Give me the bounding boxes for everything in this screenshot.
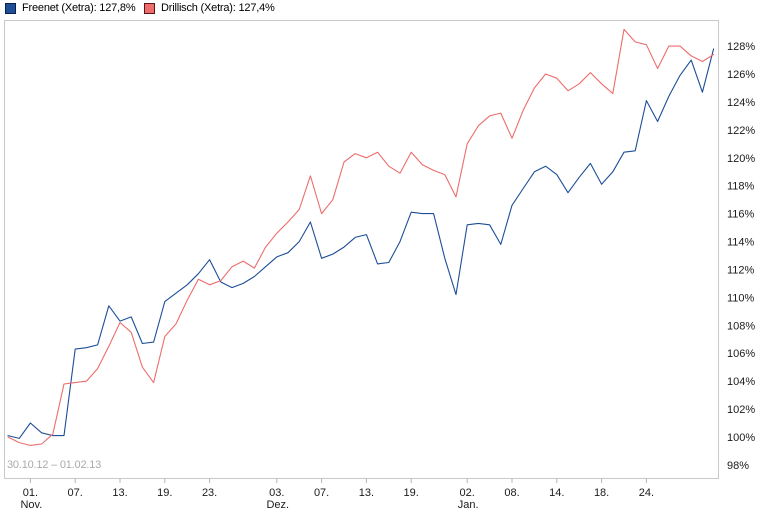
x-axis-label: 19.: [157, 487, 172, 499]
y-axis-label: 112%: [727, 264, 755, 276]
x-axis-label: 03.: [269, 487, 284, 499]
x-axis-label: 02.: [460, 487, 475, 499]
freenet-legend-label: Freenet (Xetra): 127,8%: [22, 2, 136, 14]
y-axis-label: 106%: [727, 348, 755, 360]
x-axis-label: 08.: [504, 487, 519, 499]
x-axis-label: 19.: [404, 487, 419, 499]
date-range-label: 30.10.12 – 01.02.13: [7, 459, 102, 471]
y-axis-label: 114%: [727, 237, 755, 249]
y-axis-label: 110%: [727, 292, 755, 304]
plot-area: [4, 20, 719, 479]
y-axis-label: 128%: [727, 41, 755, 53]
x-axis-label: 01.: [23, 487, 38, 499]
y-axis-label: 126%: [727, 69, 755, 81]
legend-item-freenet: Freenet (Xetra): 127,8%: [5, 2, 136, 14]
y-axis-label: 120%: [727, 153, 755, 165]
x-axis-label: 13.: [112, 487, 127, 499]
x-axis-month-label: Jan.: [458, 499, 479, 511]
y-axis-label: 100%: [727, 432, 755, 444]
y-axis-label: 122%: [727, 125, 755, 137]
y-axis-label: 124%: [727, 97, 755, 109]
x-axis-label: 07.: [314, 487, 329, 499]
y-axis-label: 118%: [727, 181, 755, 193]
freenet-line: [7, 48, 715, 439]
x-axis-month-label: Dez.: [266, 499, 289, 511]
y-axis-label: 116%: [727, 209, 755, 221]
x-axis-label: 24.: [639, 487, 654, 499]
y-axis-label: 108%: [727, 320, 755, 332]
legend-item-drillisch: Drillisch (Xetra): 127,4%: [144, 2, 275, 14]
x-axis-month-label: Nov.: [20, 499, 42, 511]
x-axis-label: 13.: [359, 487, 374, 499]
x-axis-label: 23.: [202, 487, 217, 499]
drillisch-legend-label: Drillisch (Xetra): 127,4%: [161, 2, 275, 14]
drillisch-line: [7, 28, 715, 446]
x-axis-label: 18.: [594, 487, 609, 499]
x-axis-label: 07.: [68, 487, 83, 499]
x-axis-label: 14.: [549, 487, 564, 499]
drillisch-swatch: [144, 2, 155, 14]
y-axis-label: 98%: [727, 460, 749, 472]
y-axis-label: 102%: [727, 404, 755, 416]
freenet-swatch: [5, 2, 16, 14]
y-axis-label: 104%: [727, 376, 755, 388]
